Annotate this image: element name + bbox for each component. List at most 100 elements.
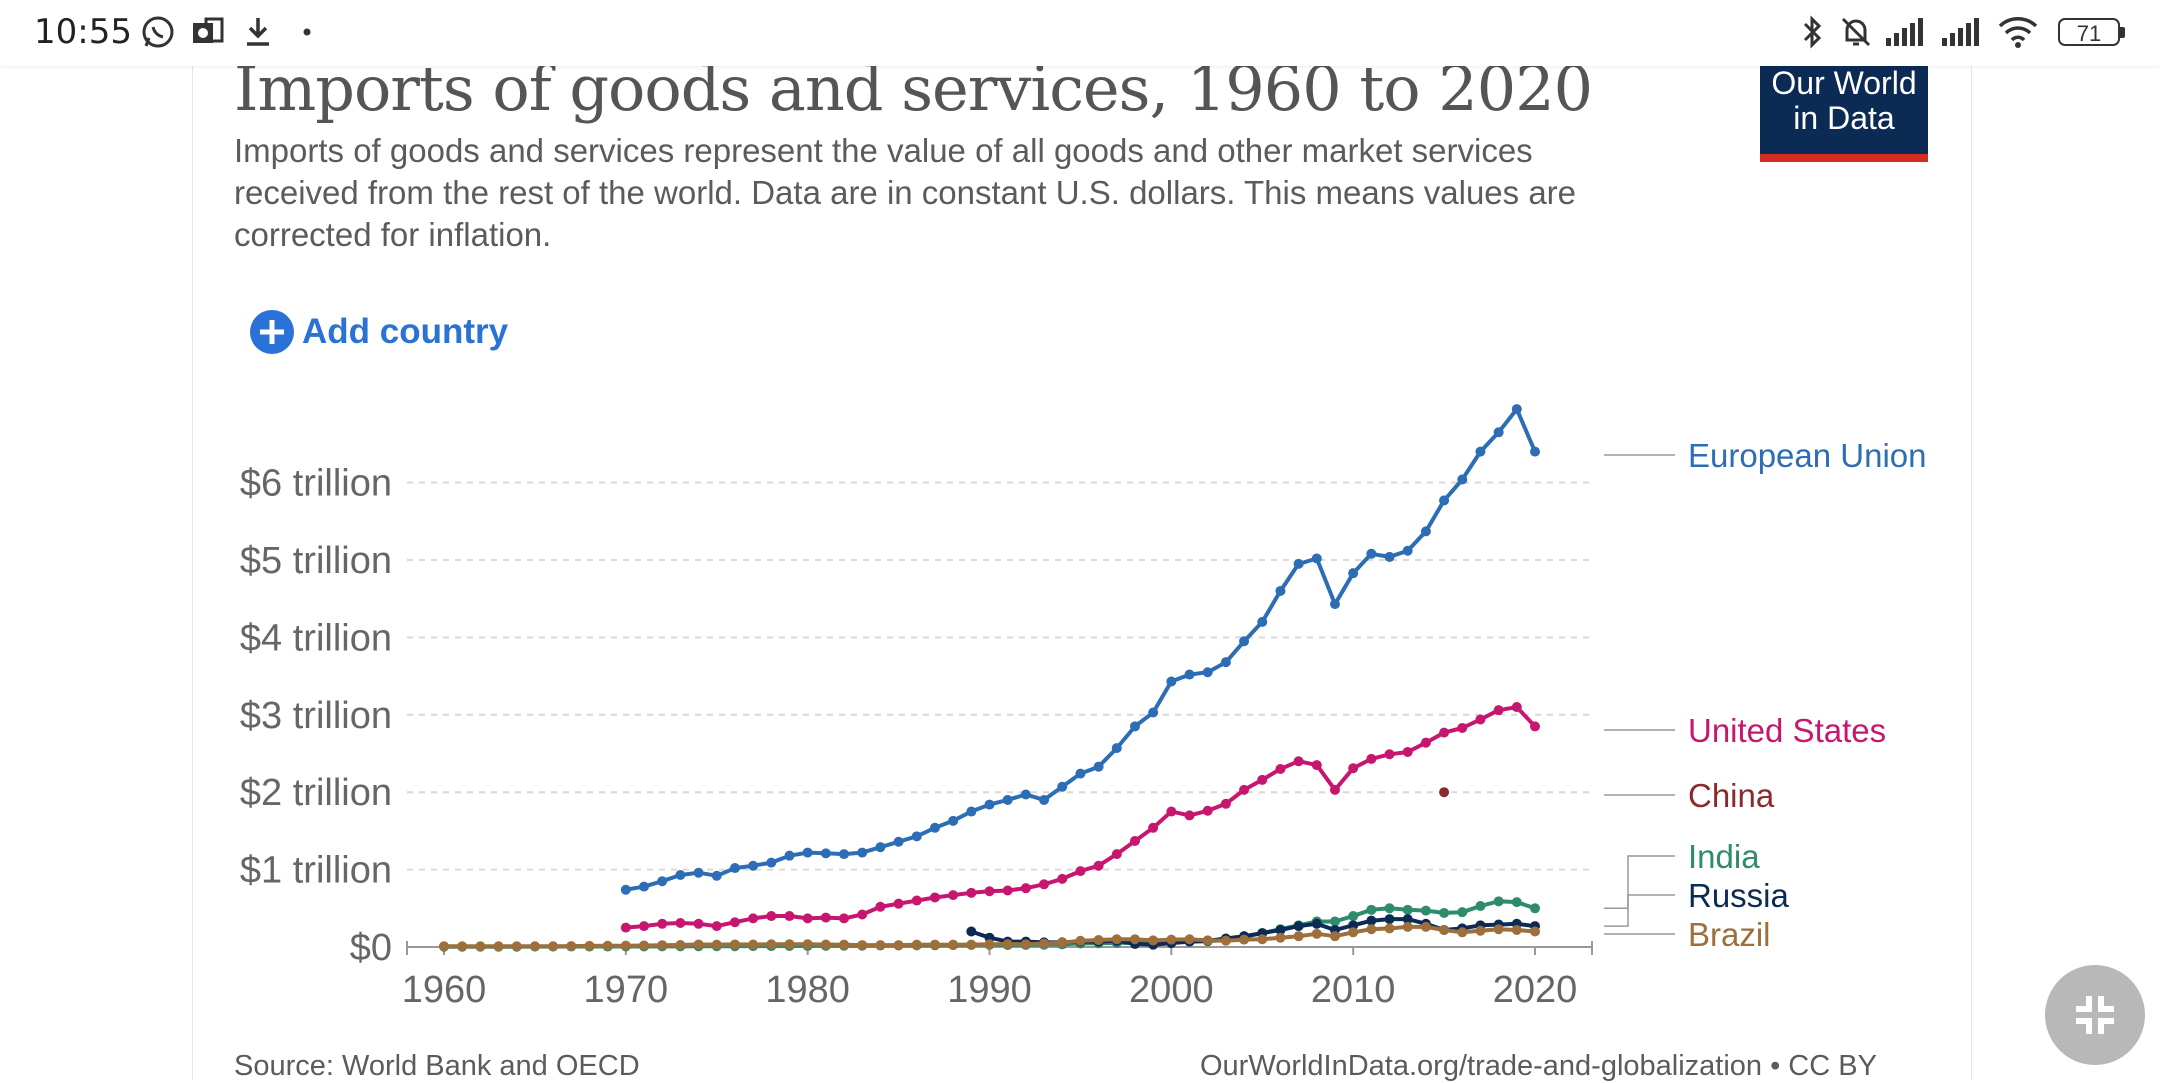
data-point [820, 912, 831, 923]
data-point [1329, 784, 1340, 795]
data-point [1511, 702, 1522, 713]
exit-fullscreen-button[interactable] [2045, 965, 2145, 1065]
data-point [493, 941, 504, 952]
data-point [1220, 935, 1231, 946]
data-point [1530, 903, 1540, 914]
data-point [966, 806, 977, 817]
signal-strength-2-icon [1940, 14, 1982, 50]
series-line [625, 407, 1537, 892]
add-country-button[interactable]: Add country [250, 310, 508, 354]
data-point [1293, 921, 1304, 932]
data-point [1111, 743, 1122, 754]
footer-link[interactable]: OurWorldInData.org/trade-and-globalizati… [1200, 1050, 1877, 1082]
data-point [1220, 798, 1231, 809]
data-point [693, 918, 704, 929]
data-point [1366, 548, 1377, 559]
data-point [893, 898, 904, 909]
data-point [1475, 446, 1486, 457]
data-point [1384, 914, 1395, 925]
data-point [1239, 934, 1250, 945]
data-point [766, 911, 777, 922]
data-point [1493, 705, 1504, 716]
data-point [784, 939, 795, 950]
data-point [711, 921, 722, 932]
data-point [1111, 934, 1122, 945]
data-point [1402, 914, 1413, 925]
data-point [1148, 822, 1159, 833]
data-point [820, 939, 831, 950]
owid-logo[interactable]: Our World in Data [1760, 66, 1928, 162]
data-point [1093, 761, 1104, 772]
data-point [1002, 794, 1013, 805]
y-tick-label: $0 [350, 927, 392, 969]
data-point [1348, 927, 1359, 938]
data-point [1275, 763, 1286, 774]
data-point [1366, 915, 1377, 926]
data-point [729, 863, 740, 874]
x-tick-label: 2010 [1311, 969, 1396, 1011]
data-point [1057, 873, 1068, 884]
y-tick-label: $4 trillion [240, 617, 392, 659]
data-point [1148, 707, 1159, 718]
add-country-label: Add country [302, 312, 509, 351]
data-point [639, 881, 650, 892]
data-point [1311, 760, 1322, 771]
data-point [839, 939, 850, 950]
data-point [966, 887, 977, 898]
data-point [1075, 935, 1086, 946]
data-point [1384, 903, 1395, 914]
data-point [1002, 885, 1013, 896]
data-point [1257, 616, 1268, 627]
data-point [911, 895, 922, 906]
data-point [1220, 657, 1231, 668]
data-point [1511, 924, 1522, 935]
data-point [1166, 934, 1177, 945]
y-tick-label: $3 trillion [240, 695, 392, 737]
data-point [1493, 924, 1504, 935]
data-point [839, 849, 850, 860]
data-point [1293, 756, 1304, 767]
data-point [1402, 545, 1413, 556]
data-point [1275, 924, 1286, 935]
data-point [1075, 768, 1086, 779]
data-point [929, 939, 940, 950]
data-point [1020, 789, 1031, 800]
data-point [1166, 676, 1177, 687]
data-point [1257, 774, 1268, 785]
data-point [1366, 904, 1377, 915]
data-point [1039, 938, 1050, 949]
data-point [839, 913, 850, 924]
data-point [675, 918, 686, 929]
data-point [784, 911, 795, 922]
data-point [893, 940, 904, 951]
data-point [1420, 737, 1431, 748]
data-point [1348, 763, 1359, 774]
data-point [1275, 932, 1286, 943]
data-point [1439, 495, 1450, 506]
source-text: Source: World Bank and OECD [234, 1050, 640, 1082]
data-point [1329, 916, 1340, 927]
data-point [620, 922, 631, 933]
data-point [711, 870, 722, 881]
chart-subtitle: Imports of goods and services represent … [234, 132, 1577, 253]
data-point [693, 939, 704, 950]
data-point [911, 939, 922, 950]
data-point [1257, 934, 1268, 945]
data-point [1239, 636, 1250, 647]
x-tick-label: 2020 [1493, 969, 1578, 1011]
notification-dot-icon [302, 14, 312, 50]
data-point [1384, 551, 1395, 562]
y-tick-label: $5 trillion [240, 540, 392, 582]
y-tick-label: $2 trillion [240, 772, 392, 814]
data-point [966, 939, 977, 950]
wifi-icon [1996, 14, 2040, 50]
data-point [948, 815, 959, 826]
data-point [1530, 446, 1540, 457]
data-point [675, 939, 686, 950]
data-point [1002, 939, 1013, 950]
data-point [1057, 781, 1068, 792]
data-point [1184, 934, 1195, 945]
data-point [875, 901, 886, 912]
data-point [657, 940, 668, 951]
